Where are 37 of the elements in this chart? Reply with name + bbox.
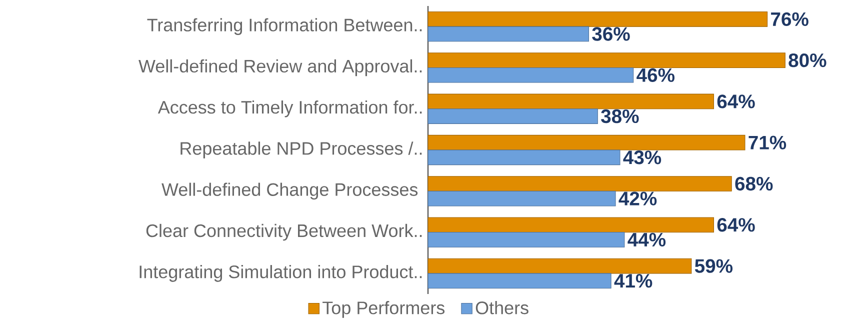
data-label: 59% <box>694 259 733 273</box>
data-label: 46% <box>636 68 674 82</box>
data-label: 80% <box>788 53 826 68</box>
bar <box>428 67 634 83</box>
bar <box>428 108 598 124</box>
data-label: 44% <box>628 232 666 246</box>
y-tick-label: Repeatable NPD Processes /.. <box>180 142 422 158</box>
y-tick-label: Access to Timely Information for.. <box>158 100 422 118</box>
bar <box>428 217 714 233</box>
data-label: 71% <box>748 136 786 150</box>
bar <box>428 273 612 289</box>
data-label: 41% <box>614 274 652 288</box>
data-label: 38% <box>601 109 639 124</box>
bar <box>428 176 732 192</box>
y-tick-label: Integrating Simulation into Product.. <box>140 265 422 282</box>
bar <box>428 11 768 27</box>
bar <box>428 52 786 68</box>
data-label: 36% <box>592 27 630 41</box>
bar <box>428 134 746 150</box>
bar <box>428 258 692 274</box>
data-label: 42% <box>618 192 657 206</box>
bar <box>428 190 616 206</box>
data-label: 64% <box>717 94 755 108</box>
bar <box>428 94 714 110</box>
data-label: 43% <box>623 150 662 164</box>
legend-label: Others <box>476 301 528 314</box>
bar <box>428 26 589 42</box>
y-tick-label: Transferring Information Between.. <box>147 18 422 35</box>
bar <box>428 150 620 166</box>
bar <box>428 232 625 248</box>
y-tick-label: Well-defined Change Processes <box>162 182 418 200</box>
legend-label: Top Performers <box>322 301 445 318</box>
data-label: 68% <box>735 176 773 191</box>
data-label: 76% <box>771 12 808 26</box>
y-tick-label: Well-defined Review and Approval.. <box>138 59 422 76</box>
data-label: 64% <box>717 218 755 232</box>
y-tick-label: Clear Connectivity Between Work.. <box>146 224 422 241</box>
